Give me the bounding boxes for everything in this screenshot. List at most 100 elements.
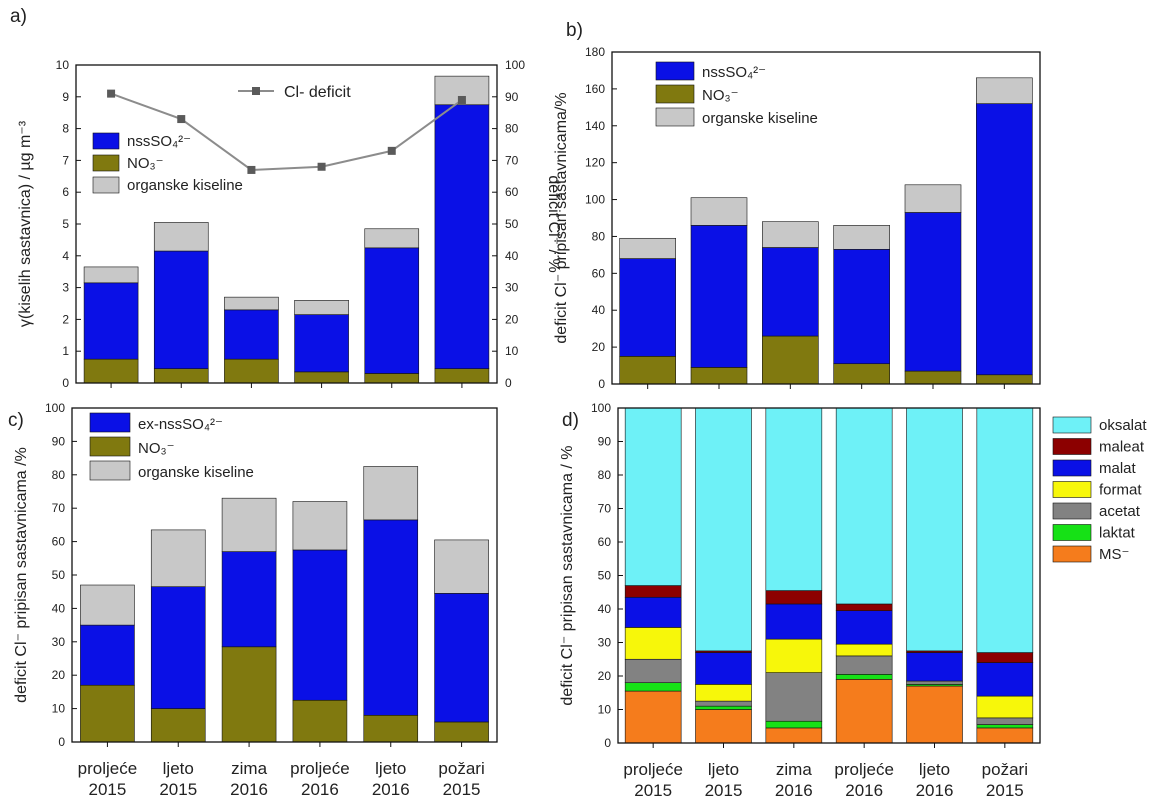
x-tick-label: 2016 [916,781,954,800]
x-tick-label: 2016 [230,780,268,799]
bar-nss [762,247,819,337]
legend-label: NO₃⁻ [127,155,164,172]
x-tick-label: ljeto [708,760,739,779]
y-tick-label: 90 [598,435,612,449]
y-tick-label: 3 [62,281,69,295]
bar-org [833,225,890,250]
legend-label: laktat [1099,525,1136,542]
panel-label-c: c) [8,410,24,431]
x-tick-label: požari [438,759,484,778]
legend-label: ex-nssSO₄²⁻ [138,416,223,433]
legend-swatch-acetat [1052,502,1092,520]
legend-swatch-malat [1052,459,1092,477]
bar-malat [976,662,1034,697]
y-tick-label: 60 [52,535,66,549]
bar-no3 [150,708,206,743]
bar-no3 [153,368,209,384]
bar-org [221,497,277,552]
bar-laktat [835,674,893,680]
x-tick-label: proljeće [834,760,894,779]
y-tick-label: 10 [52,702,66,716]
legend-label: NO₃⁻ [138,440,175,457]
bar-maleat [765,590,823,605]
bar-acetat [695,700,752,707]
bar-ms [906,685,963,744]
panel-label-d: d) [562,410,579,431]
bar-no3 [80,684,135,743]
legend-label: oksalat [1099,417,1147,434]
bar-nss [363,519,419,716]
y-axis-title: deficit Cl⁻ pripisan sastavnicama / % [559,445,576,705]
y-tick-label: 80 [598,468,612,482]
y-tick-label: 80 [592,229,606,243]
legend-swatch-no3 [92,154,120,172]
legend-swatch-nss [89,412,131,433]
y-tick-label: 1 [62,344,69,358]
y-tick-label: 80 [52,468,66,482]
y-tick-label: 70 [52,501,66,515]
bar-nss [80,624,135,686]
legend-line-label: Cl- deficit [284,84,351,101]
bar-no3 [762,335,819,385]
bar-format [765,638,823,673]
bar-no3 [292,699,348,743]
y-tick-label: 4 [62,249,69,263]
bar-no3 [434,721,489,743]
bar-org [150,529,206,587]
y-tick-label: 100 [585,193,605,207]
bar-ms [765,727,823,744]
y-tick-label: 30 [598,636,612,650]
bar-org [292,501,348,551]
y-tick-label: 2 [62,312,69,326]
bar-oksalat [835,407,893,605]
bar-oksalat [906,407,963,652]
bar-org [364,228,420,249]
cl-deficit-point [317,162,326,171]
x-tick-label: 2015 [159,780,197,799]
y2-tick-label: 50 [505,217,519,231]
bar-org [224,296,279,311]
bar-nss [83,282,139,360]
bar-org [904,184,962,213]
y-tick-label: 60 [598,535,612,549]
x-tick-label: 2015 [89,780,127,799]
bar-format [835,643,893,657]
plot-frame [611,51,1041,385]
y2-tick-label: 60 [505,185,519,199]
bar-no3 [619,356,676,385]
x-tick-label: zima [231,759,267,778]
y2-axis-title: deficit Cl⁻ / % [545,175,562,272]
y-tick-label: 40 [592,303,606,317]
x-tick-label: 2015 [986,781,1024,800]
y2-tick-label: 30 [505,281,519,295]
legend-label: format [1099,482,1142,499]
y2-tick-label: 90 [505,90,519,104]
bar-malat [906,652,963,682]
plot-frame [75,64,498,384]
bar-nss [153,250,209,369]
bar-no3 [221,646,277,743]
legend-label: nssSO₄²⁻ [127,133,191,150]
bar-oksalat [695,407,752,652]
x-tick-label: 2015 [705,781,743,800]
cl-deficit-point [247,165,256,174]
bar-laktat [695,705,752,710]
bar-nss [364,247,420,374]
bar-ms [624,690,682,744]
bar-nss [434,593,489,723]
bar-no3 [364,373,420,384]
x-tick-label: 2015 [634,781,672,800]
bar-laktat [976,724,1034,729]
y-tick-label: 5 [62,217,69,231]
bar-nss [434,104,490,369]
y-tick-label: 0 [62,376,69,390]
legend-swatch-maleat [1052,438,1092,455]
bar-no3 [363,714,419,743]
x-tick-label: požari [982,760,1028,779]
y-tick-label: 40 [52,601,66,615]
x-tick-label: ljeto [919,760,950,779]
bar-nss [904,212,962,372]
panel-label-b: b) [566,20,583,41]
plot-frame [71,407,498,743]
y-tick-label: 9 [62,90,69,104]
